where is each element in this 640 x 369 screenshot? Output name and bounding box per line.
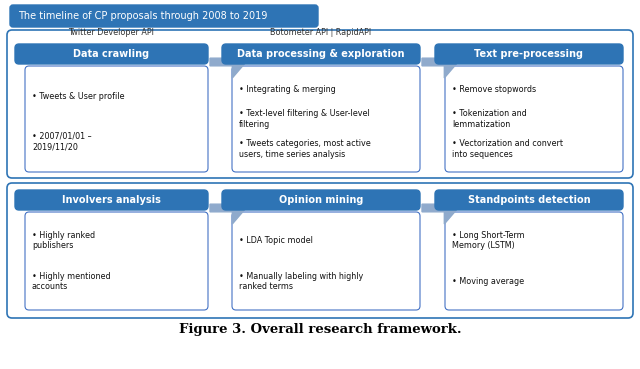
FancyBboxPatch shape xyxy=(232,66,420,172)
Text: • Highly ranked
publishers: • Highly ranked publishers xyxy=(32,231,95,250)
Text: Involvers analysis: Involvers analysis xyxy=(62,195,161,205)
Text: • Tweets categories, most active
users, time series analysis: • Tweets categories, most active users, … xyxy=(239,139,371,159)
Text: • Tweets & User profile: • Tweets & User profile xyxy=(32,92,125,101)
Polygon shape xyxy=(210,46,246,78)
FancyBboxPatch shape xyxy=(25,66,208,172)
Text: Opinion mining: Opinion mining xyxy=(279,195,363,205)
Text: • 2007/01/01 –
2019/11/20: • 2007/01/01 – 2019/11/20 xyxy=(32,132,92,151)
Polygon shape xyxy=(210,192,246,224)
Text: Figure 3. Overall research framework.: Figure 3. Overall research framework. xyxy=(179,324,461,337)
FancyBboxPatch shape xyxy=(445,212,623,310)
Polygon shape xyxy=(422,192,458,224)
Text: Botometer API | RapidAPI: Botometer API | RapidAPI xyxy=(271,28,372,37)
Text: • Highly mentioned
accounts: • Highly mentioned accounts xyxy=(32,272,111,291)
FancyBboxPatch shape xyxy=(15,44,208,64)
FancyBboxPatch shape xyxy=(222,44,420,64)
Polygon shape xyxy=(422,46,458,78)
Text: Data processing & exploration: Data processing & exploration xyxy=(237,49,404,59)
Text: • Manually labeling with highly
ranked terms: • Manually labeling with highly ranked t… xyxy=(239,272,364,291)
Text: Data crawling: Data crawling xyxy=(74,49,150,59)
FancyBboxPatch shape xyxy=(7,30,633,178)
FancyBboxPatch shape xyxy=(232,212,420,310)
Text: • Moving average: • Moving average xyxy=(452,277,524,286)
Text: • Long Short-Term
Memory (LSTM): • Long Short-Term Memory (LSTM) xyxy=(452,231,525,250)
Text: • Remove stopwords: • Remove stopwords xyxy=(452,85,536,93)
FancyBboxPatch shape xyxy=(15,190,208,210)
Text: • LDA Topic model: • LDA Topic model xyxy=(239,236,313,245)
Text: The timeline of CP proposals through 2008 to 2019: The timeline of CP proposals through 200… xyxy=(18,11,268,21)
FancyBboxPatch shape xyxy=(7,183,633,318)
FancyBboxPatch shape xyxy=(222,190,420,210)
Text: Standpoints detection: Standpoints detection xyxy=(468,195,590,205)
Text: • Text-level filtering & User-level
filtering: • Text-level filtering & User-level filt… xyxy=(239,109,370,129)
FancyBboxPatch shape xyxy=(25,212,208,310)
FancyBboxPatch shape xyxy=(10,5,318,27)
Text: • Integrating & merging: • Integrating & merging xyxy=(239,85,336,93)
FancyBboxPatch shape xyxy=(435,44,623,64)
FancyBboxPatch shape xyxy=(435,190,623,210)
Text: Twitter Developer API: Twitter Developer API xyxy=(68,28,154,37)
Text: • Tokenization and
lemmatization: • Tokenization and lemmatization xyxy=(452,109,527,129)
Text: • Vectorization and convert
into sequences: • Vectorization and convert into sequenc… xyxy=(452,139,563,159)
Text: Text pre-processing: Text pre-processing xyxy=(474,49,584,59)
FancyBboxPatch shape xyxy=(445,66,623,172)
